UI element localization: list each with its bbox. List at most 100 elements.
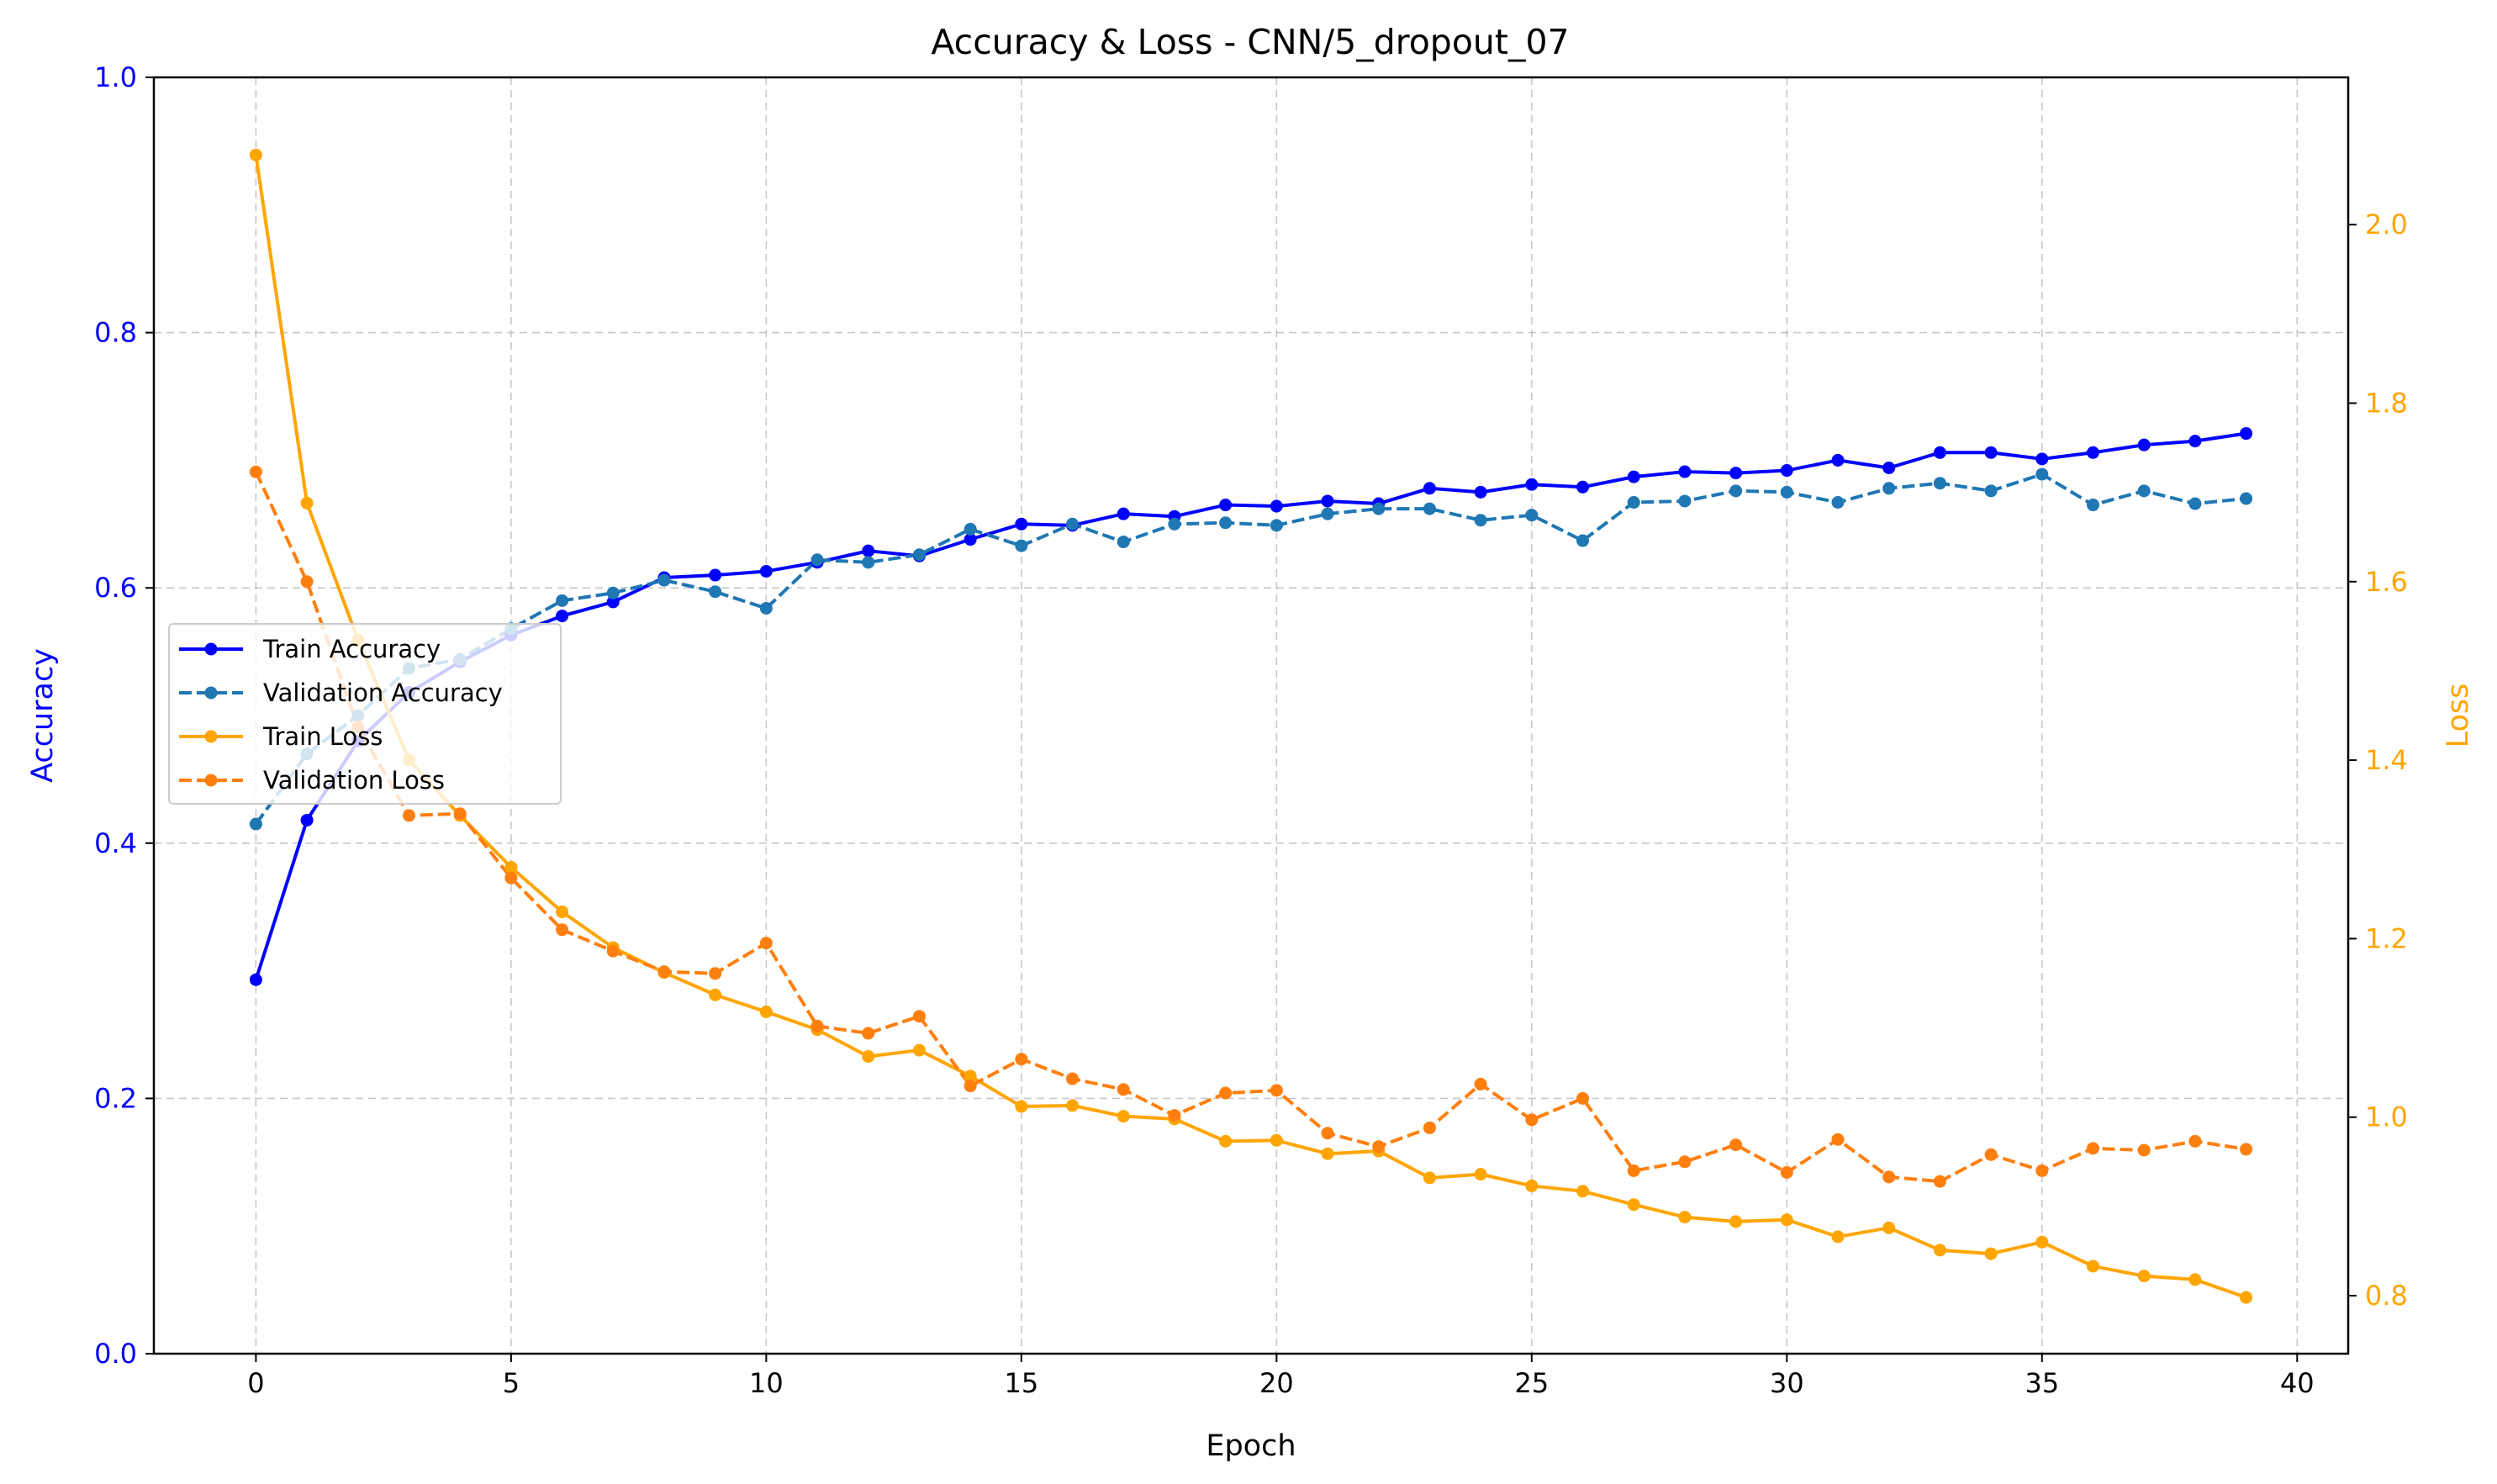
train-loss-point (709, 988, 722, 1001)
validation-loss-point (1627, 1164, 1640, 1177)
train-loss-point (556, 906, 569, 919)
legend-label-validation-accuracy: Validation Accuracy (263, 679, 503, 707)
validation-accuracy-point (1627, 495, 1640, 509)
validation-accuracy-point (2240, 492, 2253, 505)
train-accuracy-line (254, 431, 2248, 982)
train-accuracy-point (963, 533, 977, 547)
train-loss-point (1066, 1099, 1080, 1112)
validation-accuracy-point (1321, 507, 1334, 520)
train-accuracy-point (2087, 446, 2100, 459)
train-accuracy-point (606, 595, 620, 609)
train-accuracy-point (2188, 435, 2202, 448)
y-left-tick-label: 0.8 (94, 317, 137, 349)
validation-accuracy-point (606, 586, 620, 599)
validation-loss-point (1117, 1083, 1130, 1096)
validation-accuracy-point (1933, 477, 1946, 490)
validation-loss-point (2240, 1143, 2253, 1156)
train-accuracy-point (1729, 467, 1743, 480)
train-loss-point (1423, 1171, 1436, 1185)
train-loss-point (1270, 1133, 1283, 1147)
validation-accuracy-point (1525, 509, 1539, 522)
train-accuracy-point (1117, 507, 1130, 520)
validation-accuracy-point (1066, 517, 1080, 531)
train-loss-point (1219, 1134, 1233, 1148)
validation-accuracy-line (254, 473, 2246, 826)
legend-box (168, 623, 562, 805)
validation-accuracy-point (1015, 539, 1028, 552)
train-loss-point (1933, 1244, 1946, 1257)
legend: Train Accuracy Validation Accuracy Train L… (168, 623, 562, 805)
validation-loss-point (1372, 1140, 1386, 1154)
validation-loss-point (810, 1019, 824, 1032)
validation-loss-point (2137, 1143, 2151, 1157)
validation-loss-point (1270, 1084, 1283, 1097)
x-tick-label: 40 (2280, 1367, 2315, 1399)
train-accuracy-point (1321, 494, 1334, 508)
y-right-tick-label: 1.2 (2365, 922, 2408, 954)
validation-loss-point (1984, 1148, 1998, 1161)
train-loss-point (2188, 1273, 2202, 1286)
x-tick-label: 25 (1514, 1367, 1549, 1399)
train-accuracy-point (556, 610, 569, 623)
y-left-tick-label: 0.6 (94, 572, 137, 604)
validation-loss-point (249, 465, 262, 478)
train-accuracy-point (709, 568, 722, 582)
legend-marker-validation-loss (204, 774, 218, 787)
train-loss-point (300, 496, 314, 510)
train-accuracy-point (300, 813, 314, 826)
train-accuracy-point (1984, 446, 1998, 459)
x-tick-label: 15 (1005, 1367, 1039, 1399)
y-left-tick-label: 0.4 (94, 827, 137, 859)
train-loss-point (2087, 1260, 2100, 1273)
train-loss-point (1015, 1100, 1028, 1113)
train-loss-point (963, 1069, 977, 1083)
legend-label-validation-loss: Validation Loss (263, 766, 445, 795)
train-loss-point (1729, 1215, 1743, 1228)
validation-accuracy-point (2188, 497, 2202, 510)
validation-accuracy-point (1984, 484, 1998, 498)
train-accuracy-point (1423, 482, 1436, 495)
validation-loss-point (1576, 1091, 1590, 1105)
validation-accuracy-point (1117, 536, 1130, 549)
train-accuracy-point (1627, 470, 1640, 483)
train-loss-point (862, 1050, 875, 1064)
validation-accuracy-point (2087, 499, 2100, 512)
train-accuracy-point (862, 544, 875, 557)
legend-marker-validation-accuracy (204, 686, 218, 700)
train-loss-line (254, 153, 2248, 1300)
validation-loss-point (1525, 1113, 1539, 1127)
train-loss-point (1321, 1147, 1334, 1160)
x-tick-label: 20 (1259, 1367, 1294, 1399)
train-accuracy-point (2137, 438, 2151, 452)
y-right-tick-label: 2.0 (2365, 209, 2408, 240)
x-tick-label: 35 (2025, 1367, 2059, 1399)
validation-accuracy-point (1219, 516, 1233, 530)
legend-marker-train-loss (204, 730, 218, 743)
x-tick-label: 30 (1770, 1367, 1804, 1399)
y-right-tick-label: 1.0 (2365, 1101, 2408, 1133)
validation-loss-point (1678, 1155, 1692, 1169)
validation-accuracy-point (2137, 484, 2151, 498)
validation-loss-point (1015, 1053, 1028, 1066)
validation-loss-point (1882, 1170, 1896, 1184)
train-accuracy-point (1678, 465, 1692, 478)
plot-frame (152, 76, 2350, 1355)
validation-loss-point (453, 807, 467, 821)
validation-loss-point (1423, 1121, 1436, 1134)
train-loss-point (912, 1043, 926, 1057)
train-loss-point (1627, 1198, 1640, 1212)
y-left-tick-label: 0.0 (94, 1338, 137, 1370)
x-tick-label: 10 (749, 1367, 784, 1399)
validation-accuracy-point (810, 553, 824, 567)
validation-loss-point (1729, 1138, 1743, 1152)
train-loss-point (249, 148, 262, 161)
validation-loss-point (2035, 1164, 2049, 1177)
y-right-tick-label: 1.8 (2365, 387, 2408, 419)
validation-loss-point (2087, 1142, 2100, 1155)
validation-accuracy-point (1423, 502, 1436, 515)
validation-accuracy-point (912, 548, 926, 562)
validation-accuracy-point (556, 594, 569, 607)
train-loss-point (2137, 1270, 2151, 1283)
train-loss-point (1780, 1213, 1793, 1227)
